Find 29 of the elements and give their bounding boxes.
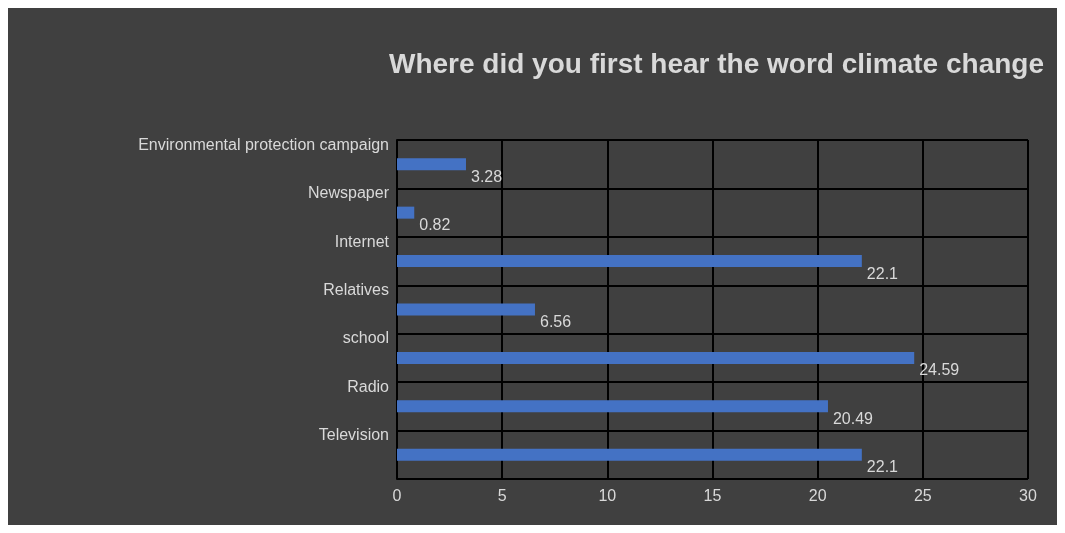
data-label: 6.56 [539,313,572,330]
bar [397,206,415,219]
data-label: 20.49 [832,409,874,427]
bar [397,448,862,461]
x-tick-label: 10 [598,486,617,504]
x-tick-label: 15 [703,486,722,504]
chart-title: Where did you first hear the word climate change [388,47,1045,79]
x-tick-label: 5 [497,486,507,504]
data-label: 22.1 [866,264,899,282]
y-tick-label: Environmental protection campaign [138,135,389,153]
y-tick-label: Newspaper [308,184,390,202]
x-tick-label: 0 [392,486,402,504]
bar [397,400,828,413]
data-label: 0.82 [419,216,451,234]
bar [397,255,862,268]
bar [397,351,915,364]
bar [397,303,535,316]
data-label: 22.1 [866,458,899,476]
y-tick-label: Internet [334,232,390,250]
y-tick-label: school [342,329,389,347]
data-label: 24.59 [919,361,960,379]
x-tick-label: 25 [913,486,932,504]
x-tick-label: 20 [808,486,827,504]
bar [397,158,466,171]
y-tick-label: Relatives [323,281,389,298]
y-tick-label: Radio [347,377,390,395]
y-tick-label: Television [318,426,389,444]
data-label: 3.28 [470,167,503,185]
x-tick-label: 30 [1019,486,1037,504]
